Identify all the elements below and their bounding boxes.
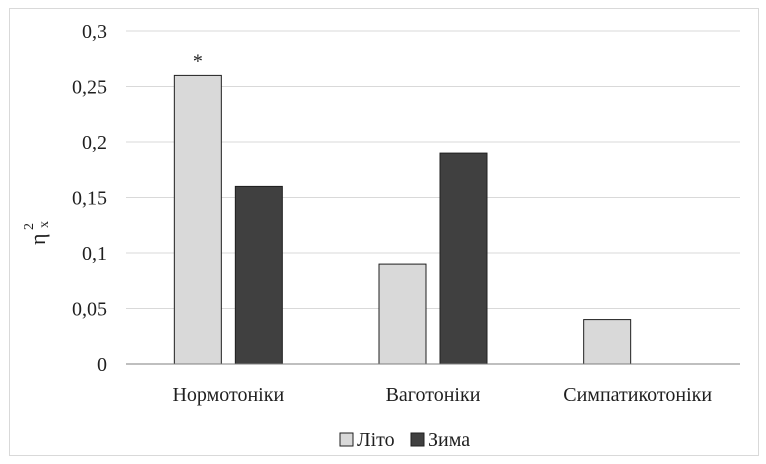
y-tick-label: 0,3 xyxy=(82,21,107,43)
bar-winter xyxy=(234,185,283,365)
bar-summer xyxy=(583,319,632,365)
y-axis-label-superscript: 2 xyxy=(22,223,37,230)
y-axis-title: η 2 x xyxy=(22,221,52,245)
grid-layer xyxy=(126,30,740,309)
legend: Літо Зима xyxy=(339,429,470,451)
y-tick-label: 0 xyxy=(97,354,107,376)
legend-label-winter: Зима xyxy=(428,429,470,451)
chart-frame xyxy=(9,8,759,456)
bars-layer xyxy=(173,74,632,365)
y-tick-label: 0,1 xyxy=(82,243,107,265)
y-tick-label: 0,25 xyxy=(72,77,107,99)
y-axis-label-subscript: x xyxy=(37,221,52,228)
legend-label-summer: Літо xyxy=(357,429,395,451)
significance-annotation: * xyxy=(193,50,203,72)
y-tick-label: 0,2 xyxy=(82,132,107,154)
bar-summer xyxy=(378,263,427,365)
category-label: Ваготоніки xyxy=(386,384,481,406)
category-label: Нормотоніки xyxy=(172,384,284,406)
legend-swatch-winter xyxy=(410,432,425,447)
bar-summer xyxy=(173,74,222,365)
y-tick-label: 0,15 xyxy=(72,188,107,210)
bar-winter xyxy=(439,152,488,365)
legend-swatch-summer xyxy=(339,432,354,447)
category-label: Симпатикотоніки xyxy=(563,384,712,406)
y-axis-label: η xyxy=(25,233,50,245)
y-tick-label: 0,05 xyxy=(72,299,107,321)
y-tick-labels: 0 0,05 0,1 0,15 0,2 0,25 0,3 xyxy=(72,21,107,376)
category-labels: Нормотоніки Ваготоніки Симпатикотоніки xyxy=(172,384,712,406)
